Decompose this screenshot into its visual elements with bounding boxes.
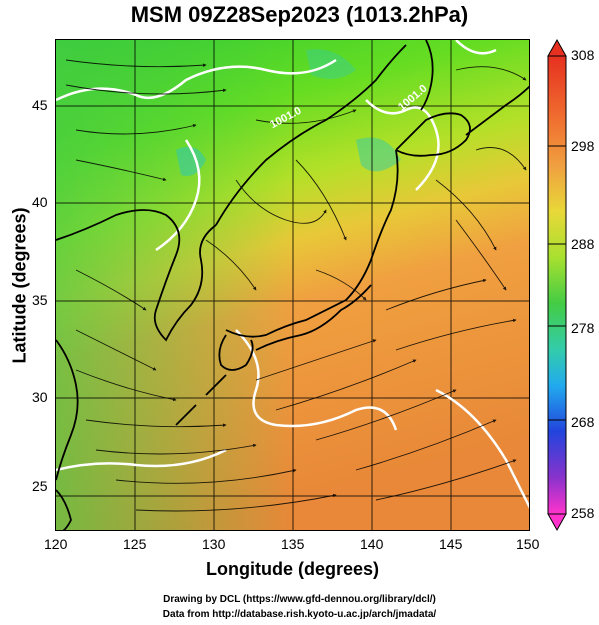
graticule: [56, 40, 529, 530]
x-tick-label: 135: [281, 536, 305, 552]
y-tick-label: 35: [32, 292, 48, 308]
x-tick-label: 140: [360, 536, 384, 552]
y-axis-label: Latitude (degrees): [9, 207, 30, 364]
credit-drawing: Drawing by DCL (https://www.gfd-dennou.o…: [163, 594, 436, 605]
isobar-contours: [56, 40, 529, 509]
colorbar-tick-label: 268: [571, 414, 595, 430]
x-tick-label: 130: [202, 536, 226, 552]
colorbar-tick-label: 278: [571, 320, 595, 336]
x-tick-label: 125: [123, 536, 147, 552]
y-tick-label: 30: [32, 389, 48, 405]
y-tick-label: 25: [32, 478, 48, 494]
x-axis-label: Longitude (degrees): [205, 559, 379, 579]
x-tick-label: 150: [516, 536, 540, 552]
y-tick-label: 45: [32, 97, 48, 113]
colorbar-tick-label: 308: [571, 47, 595, 63]
map-title: MSM 09Z28Sep2023 (1013.2hPa): [130, 2, 469, 27]
x-tick-label: 145: [439, 536, 463, 552]
credit-data: Data from http://database.rish.kyoto-u.a…: [162, 609, 437, 620]
x-tick-label: 120: [44, 536, 68, 552]
colorbar-min-arrow: [547, 513, 567, 532]
colorbar-max-arrow: [547, 38, 567, 57]
wind-streamlines: [65, 59, 527, 512]
map-plot-area: 1001.0 1001.0: [55, 39, 530, 531]
y-tick-label: 40: [32, 194, 48, 210]
colorbar-tick-label: 298: [571, 138, 595, 154]
temperature-field-map: [56, 40, 529, 530]
coastlines: [56, 40, 529, 530]
colorbar-tick-label: 258: [571, 505, 595, 521]
colorbar-tick-label: 288: [571, 236, 595, 252]
colorbar: [547, 38, 567, 532]
